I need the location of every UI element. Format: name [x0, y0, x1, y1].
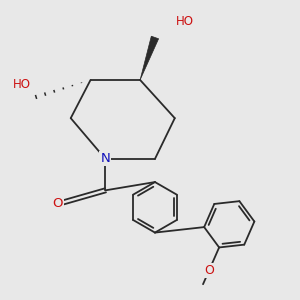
Text: O: O — [204, 264, 214, 277]
Text: HO: HO — [13, 78, 31, 91]
Text: N: N — [100, 152, 110, 165]
Text: HO: HO — [176, 15, 194, 28]
Text: O: O — [52, 196, 63, 210]
Polygon shape — [140, 36, 159, 80]
